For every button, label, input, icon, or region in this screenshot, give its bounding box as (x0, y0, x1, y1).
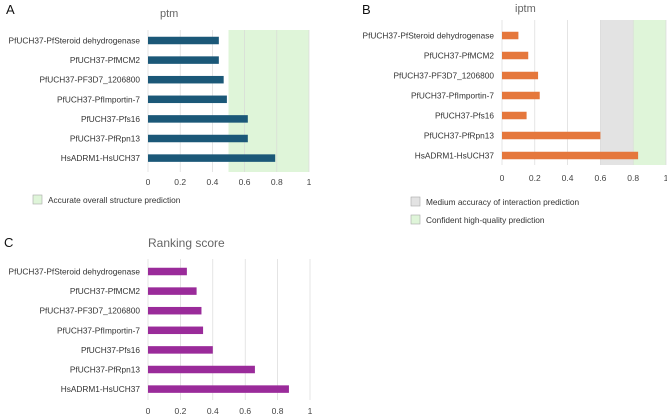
chart-title: Ranking score (148, 236, 225, 250)
category-label: PfUCH37-PF3D7_1206800 (39, 306, 140, 316)
x-tick-label: 0.2 (529, 173, 541, 183)
panel-letter-c: C (4, 235, 13, 250)
category-label: HsADRM1-HsUCH37 (61, 384, 141, 394)
bar (148, 385, 289, 393)
category-label: PfUCH37-Pfs16 (81, 114, 140, 124)
x-tick-label: 0 (500, 173, 505, 183)
x-tick-label: 0.8 (627, 173, 639, 183)
category-label: PfUCH37-PfSteroid dehydrogenase (9, 267, 141, 277)
legend-swatch (410, 214, 421, 225)
threshold-band (228, 30, 309, 172)
bar (148, 267, 187, 276)
x-tick-label: 0.6 (239, 177, 251, 187)
bar (148, 365, 255, 374)
bar (502, 91, 540, 100)
category-label: PfUCH37-PfImportin-7 (57, 325, 140, 335)
bar (502, 151, 639, 160)
x-tick-label: 0.8 (271, 177, 283, 187)
x-tick-label: 0.6 (594, 173, 606, 183)
category-label: PfUCH37-PfImportin-7 (411, 91, 494, 101)
bar (148, 346, 213, 354)
chart-title: ptm (160, 8, 178, 20)
category-label: PfUCH37-PfMCM2 (70, 286, 140, 296)
category-label: PfUCH37-PfMCM2 (70, 55, 140, 65)
bar (148, 75, 224, 84)
legend-label: Medium accuracy of interaction predictio… (426, 197, 579, 207)
x-tick-label: 0.8 (272, 406, 284, 416)
bar (148, 287, 197, 295)
category-label: PfUCH37-PfRpn13 (70, 365, 140, 375)
category-label: PfUCH37-PfSteroid dehydrogenase (363, 31, 495, 41)
bar (502, 51, 529, 60)
bar (148, 134, 248, 143)
x-tick-label: 1 (307, 177, 312, 187)
x-tick-label: 0.4 (207, 406, 219, 416)
bar (502, 111, 527, 120)
bar (148, 56, 219, 64)
bar (502, 31, 519, 40)
bar (502, 71, 539, 80)
category-label: PfUCH37-PfRpn13 (424, 131, 494, 141)
threshold-band (633, 20, 666, 165)
bar (148, 306, 202, 315)
category-label: PfUCH37-PF3D7_1206800 (393, 71, 494, 81)
x-tick-label: 1 (664, 173, 667, 183)
panel-letter-a: A (6, 2, 15, 17)
bar (148, 115, 248, 123)
bar (148, 36, 219, 45)
bar (148, 326, 204, 335)
category-label: PfUCH37-Pfs16 (435, 111, 494, 121)
x-tick-label: 0 (146, 177, 151, 187)
category-label: HsADRM1-HsUCH37 (415, 151, 495, 161)
legend-swatch (32, 194, 43, 205)
category-label: PfUCH37-PfImportin-7 (57, 94, 140, 104)
threshold-band (600, 20, 634, 165)
x-tick-label: 0.4 (562, 173, 574, 183)
x-tick-label: 0.4 (206, 177, 218, 187)
category-label: HsADRM1-HsUCH37 (61, 153, 141, 163)
bar (502, 131, 601, 140)
x-tick-label: 0.2 (174, 177, 186, 187)
bar (148, 154, 276, 162)
legend-label: Accurate overall structure prediction (48, 195, 181, 205)
x-tick-label: 0.6 (239, 406, 251, 416)
legend-label: Confident high-quality prediction (426, 215, 545, 225)
category-label: PfUCH37-PfMCM2 (424, 51, 494, 61)
legend-swatch (410, 196, 421, 207)
bar (148, 95, 227, 104)
x-tick-label: 0.2 (174, 406, 186, 416)
x-tick-label: 0 (146, 406, 151, 416)
category-label: PfUCH37-Pfs16 (81, 345, 140, 355)
panel-letter-b: B (362, 2, 371, 17)
category-label: PfUCH37-PfSteroid dehydrogenase (9, 36, 141, 46)
x-tick-label: 1 (308, 406, 313, 416)
category-label: PfUCH37-PF3D7_1206800 (39, 75, 140, 85)
category-label: PfUCH37-PfRpn13 (70, 134, 140, 144)
chart-title: iptm (515, 3, 536, 15)
